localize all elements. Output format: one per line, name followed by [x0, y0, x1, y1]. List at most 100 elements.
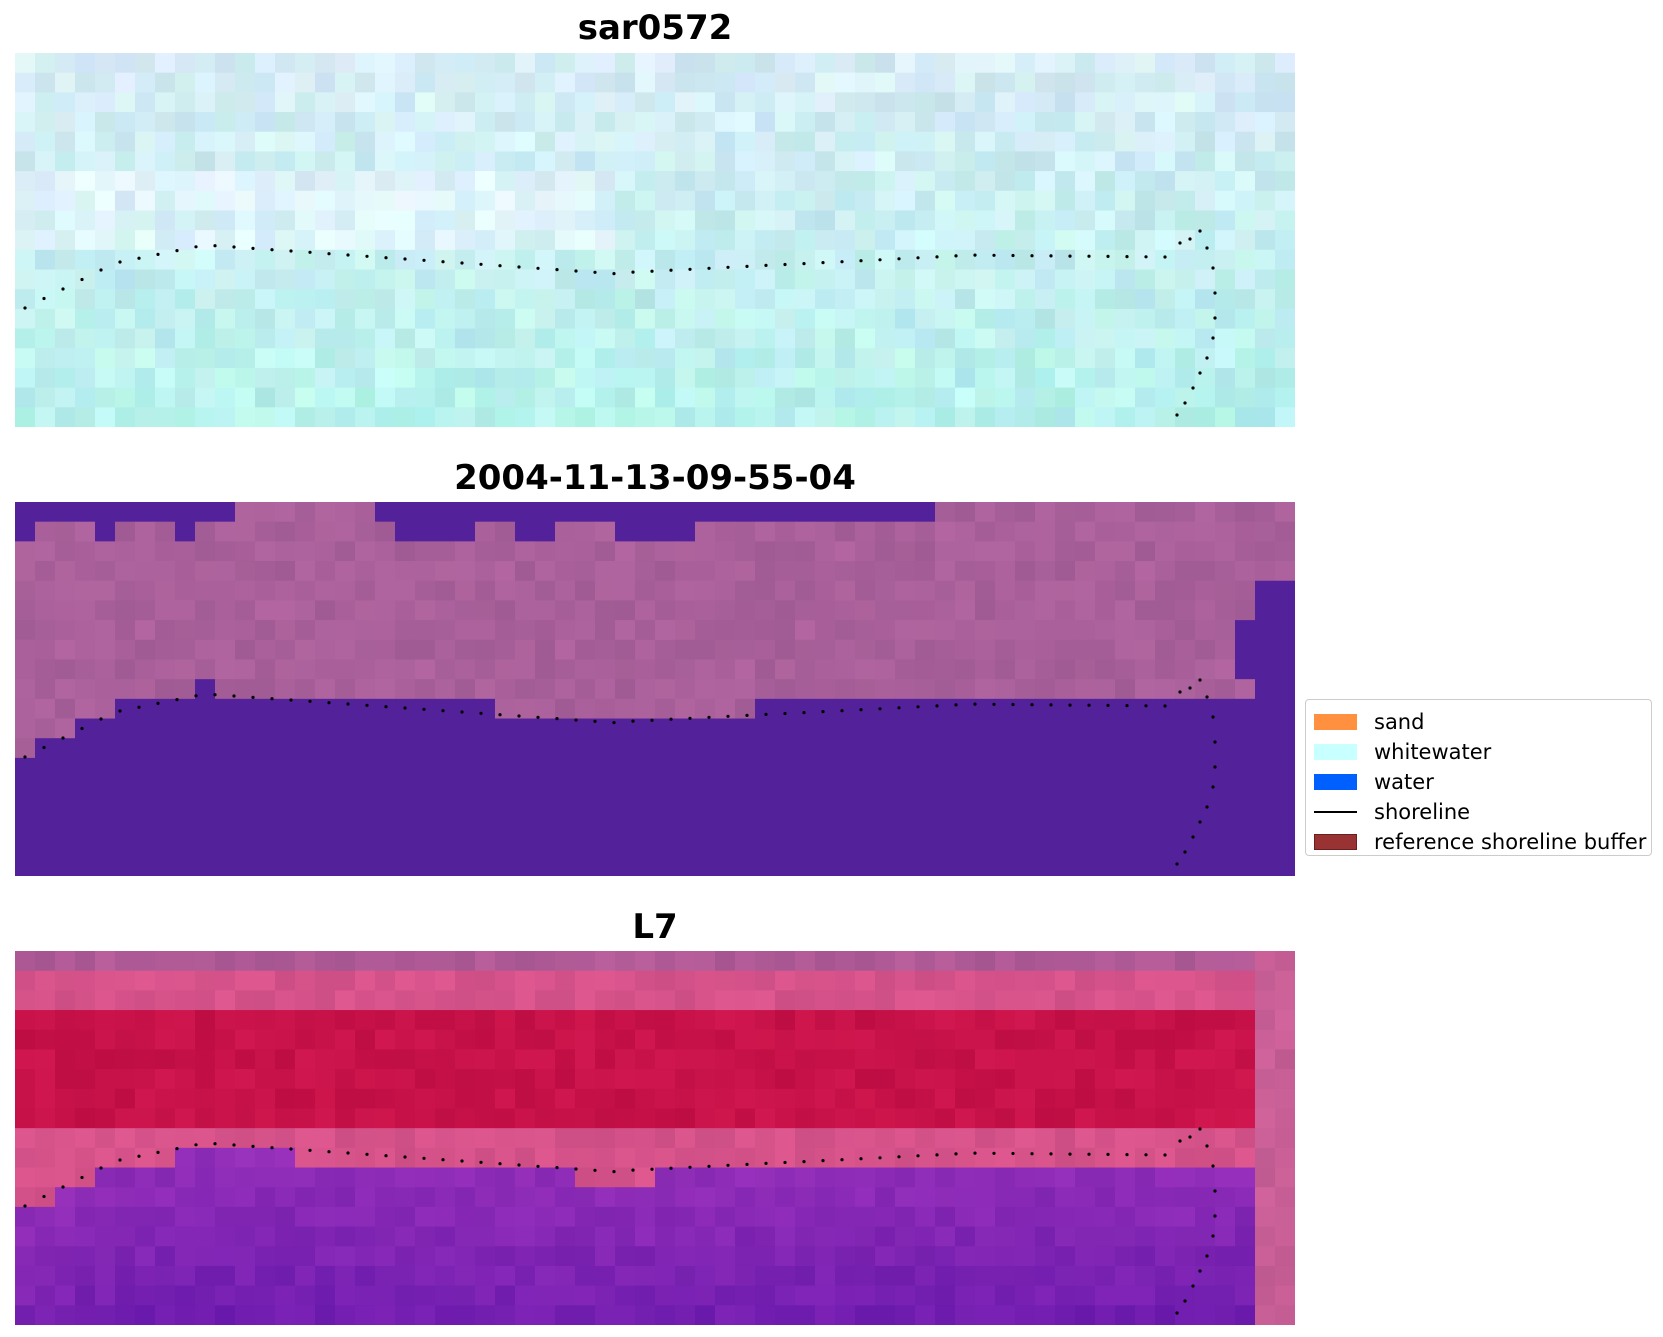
water-pixel [655, 757, 676, 779]
shoreline-point [1178, 690, 1182, 694]
image-pixel [915, 1049, 936, 1070]
land-pixel [775, 659, 796, 680]
image-pixel [1155, 1285, 1176, 1306]
image-pixel [1055, 112, 1076, 133]
image-pixel [135, 190, 156, 212]
image-pixel [595, 53, 616, 74]
water-pixel [1015, 856, 1036, 876]
image-pixel [55, 387, 76, 408]
shoreline-point [23, 306, 27, 310]
image-pixel [655, 171, 676, 192]
image-pixel [975, 1265, 996, 1287]
land-pixel [275, 521, 296, 542]
water-pixel [775, 836, 796, 857]
image-pixel [435, 348, 456, 369]
image-pixel [715, 249, 736, 271]
image-pixel [775, 112, 796, 133]
image-pixel [855, 72, 876, 93]
land-pixel [595, 580, 616, 602]
image-pixel [815, 230, 836, 251]
water-pixel [1075, 738, 1096, 759]
image-pixel [495, 1226, 516, 1247]
image-pixel [795, 1049, 816, 1070]
shoreline-point [878, 1156, 882, 1160]
image-pixel [655, 190, 676, 212]
image-pixel [235, 308, 256, 330]
water-pixel [35, 816, 56, 838]
image-pixel [835, 151, 856, 172]
image-pixel [495, 171, 516, 192]
image-pixel [975, 289, 996, 310]
image-pixel [95, 112, 116, 133]
image-pixel [455, 249, 476, 271]
image-pixel [35, 970, 56, 991]
image-pixel [75, 1265, 96, 1287]
water-pixel [415, 757, 436, 779]
image-pixel [1075, 53, 1096, 74]
image-pixel [115, 1206, 136, 1228]
image-pixel [375, 1049, 396, 1070]
image-pixel [895, 970, 916, 991]
image-pixel [515, 1167, 536, 1188]
land-pixel [1115, 541, 1136, 562]
land-pixel [1055, 541, 1076, 562]
image-pixel [1175, 348, 1196, 369]
image-pixel [935, 367, 956, 389]
image-pixel [1175, 1010, 1196, 1031]
land-pixel [535, 561, 556, 582]
land-pixel [875, 639, 896, 661]
image-pixel [495, 151, 516, 172]
image-pixel [715, 210, 736, 231]
water-pixel [435, 718, 456, 739]
land-pixel [495, 541, 516, 562]
water-pixel [35, 856, 56, 876]
water-pixel [455, 856, 476, 876]
image-pixel [195, 230, 216, 251]
water-pixel [1055, 856, 1076, 876]
water-pixel [1055, 777, 1076, 798]
image-pixel [795, 1088, 816, 1110]
land-pixel [875, 580, 896, 602]
shoreline-point [802, 262, 806, 266]
image-pixel [1135, 367, 1156, 389]
image-pixel [495, 1187, 516, 1208]
image-pixel [495, 1265, 516, 1287]
shoreline-point [270, 248, 274, 252]
land-pixel [295, 502, 316, 523]
image-pixel [55, 269, 76, 290]
water-pixel [1235, 856, 1256, 876]
image-pixel [355, 1265, 376, 1287]
image-pixel [315, 131, 336, 153]
image-pixel [455, 1108, 476, 1129]
image-pixel [855, 328, 876, 349]
land-pixel [715, 600, 736, 621]
image-pixel [1195, 249, 1216, 271]
image-pixel [595, 1187, 616, 1208]
image-pixel [295, 348, 316, 369]
shoreline-point [878, 707, 882, 711]
image-pixel [1095, 249, 1116, 271]
land-pixel [955, 639, 976, 661]
image-pixel [335, 1226, 356, 1247]
image-pixel [1215, 348, 1236, 369]
water-pixel [775, 502, 796, 523]
image-pixel [975, 970, 996, 991]
water-pixel [335, 698, 356, 720]
image-pixel [1215, 131, 1236, 153]
image-pixel [1195, 970, 1216, 991]
image-pixel [135, 53, 156, 74]
image-pixel [1115, 1265, 1136, 1287]
land-pixel [355, 541, 376, 562]
image-pixel [615, 1246, 636, 1267]
image-pixel [1255, 1246, 1276, 1267]
water-pixel [755, 757, 776, 779]
land-pixel [1235, 541, 1256, 562]
image-pixel [1035, 1108, 1056, 1129]
image-pixel [95, 951, 116, 972]
water-pixel [215, 718, 236, 739]
image-pixel [1055, 348, 1076, 369]
image-pixel [1195, 1305, 1216, 1325]
water-pixel [1095, 738, 1116, 759]
image-pixel [215, 1088, 236, 1110]
image-pixel [755, 1088, 776, 1110]
